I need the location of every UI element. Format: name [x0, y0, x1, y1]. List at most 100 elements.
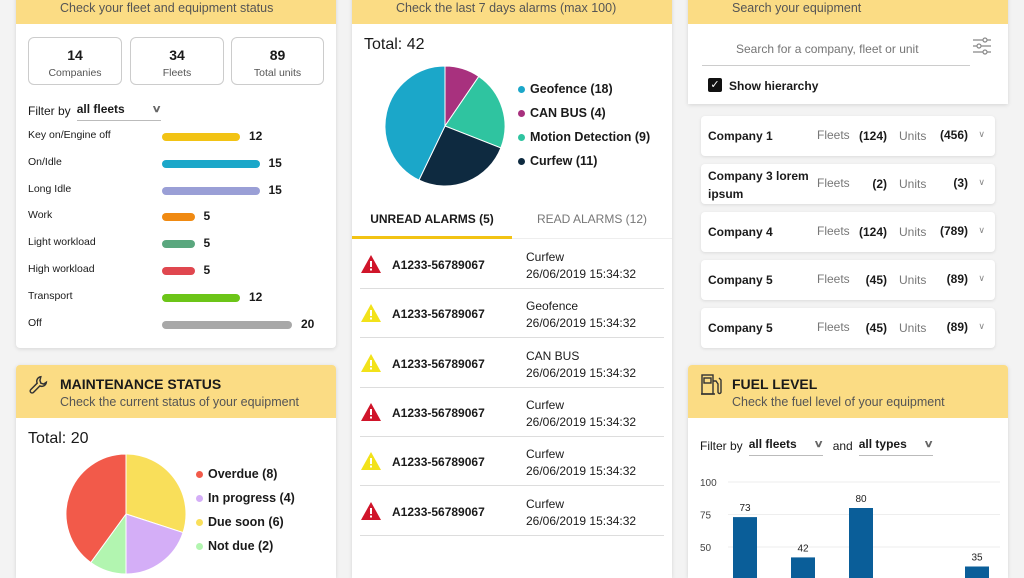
chevron-down-icon[interactable]: ∨: [978, 321, 985, 331]
company-row[interactable]: Company 1 Fleets (124) Units (456) ∨: [701, 116, 995, 156]
alarm-row[interactable]: A1233-56789067 Curfew 26/06/2019 15:34:32: [360, 437, 664, 487]
fuel-header: FUEL LEVEL Check the fuel level of your …: [688, 365, 1008, 418]
alarm-time: 26/06/2019 15:34:32: [526, 365, 637, 380]
stat-label: Companies: [48, 67, 102, 79]
legend-item: Overdue (8): [196, 467, 295, 481]
alarm-row[interactable]: A1233-56789067 CAN BUS 26/06/2019 15:34:32: [360, 339, 664, 388]
company-row[interactable]: Company 4 Fleets (124) Units (789) ∨: [701, 212, 995, 252]
pie-slice: [444, 75, 505, 149]
fuel-bar[interactable]: [733, 517, 757, 578]
fuel-fleet-select[interactable]: all fleets ∨: [748, 435, 825, 456]
search-card: Search your equipment ✓ Show hierarchy: [688, 0, 1008, 104]
status-label: Work: [28, 209, 53, 222]
stat-total-units[interactable]: 89 Total units: [231, 37, 324, 85]
and-label: and: [832, 438, 853, 453]
legend-dot: [518, 85, 525, 93]
fuel-type-select[interactable]: all types ∨: [858, 435, 934, 456]
chevron-down-icon[interactable]: ∨: [978, 129, 985, 139]
pie-slice: [418, 125, 502, 186]
status-label: Off: [28, 316, 42, 329]
status-value: 12: [249, 289, 263, 304]
status-label: Light workload: [28, 236, 96, 249]
pie-slice: [125, 454, 186, 534]
search-input[interactable]: [702, 32, 970, 66]
legend-dot: [518, 157, 525, 165]
maintenance-header: MAINTENANCE STATUS Check the current sta…: [16, 365, 336, 418]
filter-settings-icon[interactable]: [972, 36, 992, 56]
fleets-label: Fleets: [817, 176, 850, 190]
alarm-time: 26/06/2019 15:34:32: [526, 464, 637, 479]
alarms-subtitle: Check the last 7 days alarms (max 100): [396, 1, 617, 15]
legend-item: Due soon (6): [196, 515, 295, 529]
status-label: Key on/Engine off: [28, 129, 111, 141]
alarm-row[interactable]: A1233-56789067 Curfew 26/06/2019 15:34:32: [360, 240, 664, 289]
chevron-down-icon[interactable]: ∨: [978, 177, 985, 187]
alarm-row[interactable]: A1233-56789067 Geofence 26/06/2019 15:34:3…: [360, 289, 664, 339]
y-tick-label: 100: [700, 478, 717, 489]
stat-value: 89: [269, 47, 286, 63]
units-label: Units: [899, 129, 927, 143]
bar-value-label: 42: [797, 543, 809, 554]
stat-value: 34: [169, 47, 185, 63]
legend-dot: [196, 494, 203, 502]
fuel-bar[interactable]: [791, 557, 815, 578]
status-row: High workload 5: [28, 263, 336, 283]
fleet-filter: Filter by all fleets ∨: [28, 100, 162, 121]
fleets-count: (45): [865, 321, 887, 335]
fuel-bar[interactable]: [849, 508, 873, 578]
filter-label: Filter by: [28, 103, 71, 118]
pie-slice: [66, 454, 127, 564]
alarm-row[interactable]: A1233-56789067 Curfew 26/06/2019 15:34:32: [360, 388, 664, 437]
chevron-down-icon[interactable]: ∨: [978, 225, 985, 235]
alarm-type: Curfew: [526, 447, 565, 462]
alarm-row[interactable]: A1233-56789067 Curfew 26/06/2019 15:34:32: [360, 487, 664, 536]
warning-icon: [361, 353, 381, 372]
units-count: (456): [939, 128, 968, 142]
pie-slice: [385, 66, 446, 181]
company-name: Company 5: [708, 273, 773, 287]
fleet-filter-select[interactable]: all fleets ∨: [76, 100, 162, 121]
status-bar: [162, 213, 195, 222]
legend-label: Overdue (8): [208, 467, 278, 481]
status-row: Long Idle 15: [28, 183, 336, 203]
alarm-type: Geofence: [526, 299, 579, 314]
tab-unread-alarms[interactable]: UNREAD ALARMS (5): [352, 205, 512, 239]
chevron-down-icon[interactable]: ∨: [978, 273, 985, 283]
fuel-title: FUEL LEVEL: [732, 376, 818, 392]
stat-label: Fleets: [162, 67, 192, 79]
company-row[interactable]: Company 3 lorem ipsum Fleets (2) Units (3) ∨: [701, 164, 995, 204]
fleets-label: Fleets: [817, 272, 850, 286]
alarm-time: 26/06/2019 15:34:32: [526, 513, 637, 528]
tab-read-alarms[interactable]: READ ALARMS (12): [512, 205, 672, 239]
stat-fleets[interactable]: 34 Fleets: [130, 37, 224, 85]
warning-icon: [361, 501, 381, 520]
status-label: Long Idle: [28, 182, 72, 195]
legend-label: Due soon (6): [208, 515, 284, 529]
legend-item: CAN BUS (4): [518, 106, 650, 120]
stat-companies[interactable]: 14 Companies: [28, 37, 122, 85]
units-label: Units: [899, 225, 927, 239]
status-bar: [162, 293, 240, 302]
status-bar-list: Key on/Engine off 12 On/Idle 15 Long Idle 15 W…: [16, 0, 336, 348]
company-name: Company 1: [708, 129, 773, 143]
status-bar: [162, 320, 292, 329]
company-row[interactable]: Company 5 Fleets (45) Units (89) ∨: [701, 260, 995, 300]
chevron-down-icon: ∨: [813, 438, 825, 450]
show-hierarchy-checkbox[interactable]: ✓: [708, 78, 722, 92]
alarm-type: Curfew: [526, 496, 565, 511]
status-row: On/Idle 15: [28, 156, 336, 176]
fuel-card: FUEL LEVEL Check the fuel level of your …: [688, 365, 1008, 578]
fuel-subtitle: Check the fuel level of your equipment: [732, 395, 945, 409]
company-row[interactable]: Company 5 Fleets (45) Units (89) ∨: [701, 308, 995, 348]
status-label: High workload: [28, 263, 95, 275]
maintenance-total: Total: 20: [28, 430, 89, 447]
warning-icon: [361, 402, 381, 421]
fuel-bar[interactable]: [965, 566, 989, 578]
status-row: Off 20: [28, 317, 336, 337]
alarm-id: A1233-56789067: [392, 455, 485, 470]
filter-value: all fleets: [748, 437, 797, 451]
y-tick-label: 75: [700, 511, 712, 522]
legend-label: In progress (4): [208, 491, 295, 505]
alarm-type: Curfew: [526, 250, 565, 264]
alarm-time: 26/06/2019 15:34:32: [526, 414, 637, 429]
